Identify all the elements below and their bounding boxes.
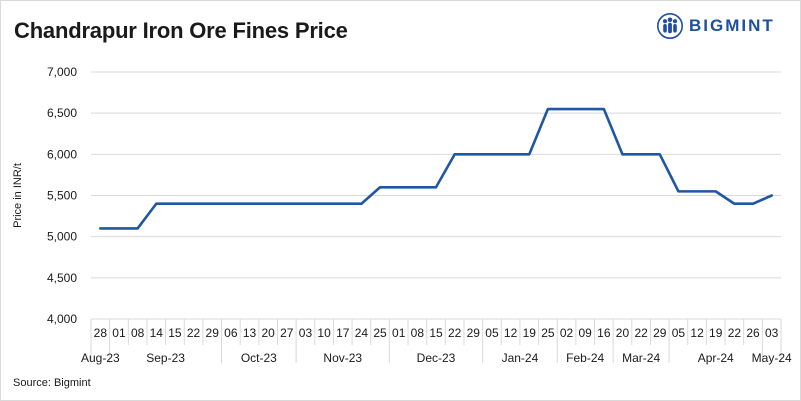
x-tick-label: 19: [709, 326, 723, 340]
x-tick-label: 26: [746, 326, 760, 340]
x-tick-label: 17: [336, 326, 350, 340]
x-tick-label: 20: [616, 326, 630, 340]
people-group-icon: [657, 13, 683, 39]
x-tick-label: 08: [131, 326, 145, 340]
series-line: [99, 107, 773, 230]
y-tick-label: 7,000: [47, 65, 77, 79]
x-tick-label: 22: [634, 326, 648, 340]
x-tick-label: 08: [411, 326, 425, 340]
x-tick-label: 20: [261, 326, 275, 340]
x-tick-label: 22: [187, 326, 201, 340]
brand-logo-block: BIGMINT: [657, 12, 775, 40]
x-tick-label: 10: [317, 326, 331, 340]
x-group-label: Oct-23: [241, 351, 277, 365]
y-tick-label: 5,000: [47, 230, 77, 244]
x-tick-label: 12: [504, 326, 518, 340]
y-tick-label: 4,500: [47, 271, 77, 285]
x-tick-label: 29: [467, 326, 481, 340]
x-tick-label: 09: [579, 326, 593, 340]
x-group-label: May-24: [752, 351, 792, 365]
x-tick-label: 01: [112, 326, 126, 340]
x-tick-label: 06: [224, 326, 238, 340]
x-tick-label: 13: [243, 326, 257, 340]
chart-title: Chandrapur Iron Ore Fines Price: [14, 18, 348, 43]
y-tick-label: 6,000: [47, 147, 77, 161]
y-axis-title: Price in INR/t: [12, 163, 24, 228]
x-tick-label: 15: [168, 326, 182, 340]
x-tick-label: 12: [690, 326, 704, 340]
brand-name: BIGMINT: [689, 16, 775, 35]
x-tick-label: 01: [392, 326, 406, 340]
x-tick-label: 25: [541, 326, 555, 340]
x-tick-label: 28: [94, 326, 108, 340]
y-tick-label: 5,500: [47, 189, 77, 203]
x-tick-label: 25: [373, 326, 387, 340]
x-group-label: Sep-23: [146, 351, 185, 365]
x-tick-label: 15: [429, 326, 443, 340]
x-tick-label: 03: [299, 326, 313, 340]
y-tick-label: 4,000: [47, 312, 77, 326]
x-tick-label: 29: [653, 326, 667, 340]
x-tick-label: 16: [597, 326, 611, 340]
x-tick-label: 22: [728, 326, 742, 340]
x-group-label: Aug-23: [81, 351, 120, 365]
x-tick-label: 24: [355, 326, 369, 340]
x-tick-label: 29: [206, 326, 220, 340]
x-group-label: Nov-23: [323, 351, 362, 365]
source-note: Source: Bigmint: [13, 377, 91, 389]
x-tick-label: 05: [485, 326, 499, 340]
x-tick-label: 02: [560, 326, 574, 340]
x-tick-label: 03: [765, 326, 779, 340]
y-tick-label: 6,500: [47, 106, 77, 120]
x-tick-label: 19: [523, 326, 537, 340]
x-tick-label: 14: [150, 326, 164, 340]
x-tick-label: 22: [448, 326, 462, 340]
x-group-label: Dec-23: [417, 351, 456, 365]
x-group-label: Jan-24: [502, 351, 539, 365]
x-group-label: Feb-24: [566, 351, 604, 365]
x-tick-label: 05: [672, 326, 686, 340]
x-tick-label: 27: [280, 326, 294, 340]
x-group-label: Apr-24: [698, 351, 734, 365]
x-group-label: Mar-24: [622, 351, 660, 365]
